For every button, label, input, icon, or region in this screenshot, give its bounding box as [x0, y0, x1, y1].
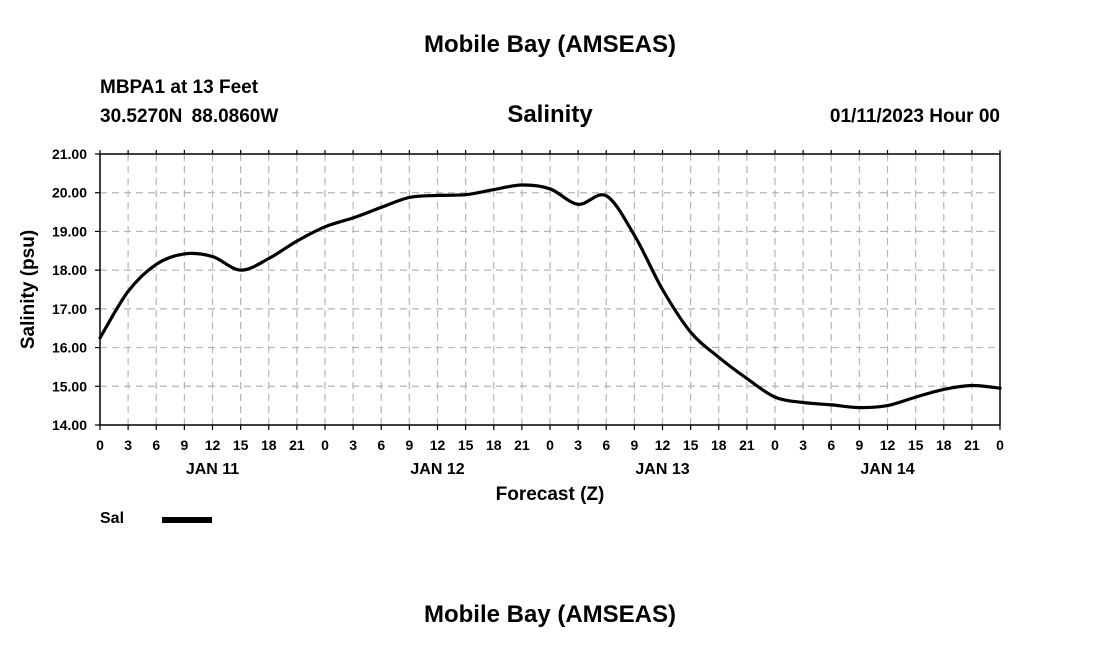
- x-tick-label: 21: [739, 437, 755, 453]
- y-tick-label: 15.00: [52, 378, 87, 394]
- series-line-sal: [98, 183, 1002, 410]
- x-tick-label: 18: [486, 437, 502, 453]
- legend-line-swatch: [162, 517, 212, 523]
- x-tick-label: 21: [514, 437, 530, 453]
- station-coordinates: 30.5270N 88.0860W: [100, 106, 279, 127]
- x-tick-label: 3: [124, 437, 132, 453]
- y-tick-label: 19.00: [52, 223, 87, 239]
- x-tick-label: 15: [908, 437, 924, 453]
- x-tick-label: 3: [799, 437, 807, 453]
- x-tick-label: 0: [96, 437, 104, 453]
- x-tick-label: 0: [771, 437, 779, 453]
- x-tick-label: 15: [683, 437, 699, 453]
- y-tick-label: 21.00: [52, 146, 87, 162]
- x-tick-label: 21: [964, 437, 980, 453]
- x-tick-label: 18: [261, 437, 277, 453]
- chart-title: Salinity: [507, 101, 593, 128]
- x-tick-label: 9: [630, 437, 638, 453]
- x-tick-label: 0: [321, 437, 329, 453]
- x-tick-label: 9: [405, 437, 413, 453]
- x-tick-label: 12: [655, 437, 671, 453]
- y-tick-label: 14.00: [52, 417, 87, 433]
- y-tick-label: 20.00: [52, 185, 87, 201]
- x-tick-label: 6: [152, 437, 160, 453]
- y-axis-title: Salinity (psu): [18, 230, 39, 349]
- x-tick-label: 18: [936, 437, 952, 453]
- x-tick-label: 12: [880, 437, 896, 453]
- x-tick-label: 21: [289, 437, 305, 453]
- x-tick-label: 6: [827, 437, 835, 453]
- y-tick-label: 18.00: [52, 262, 87, 278]
- x-day-label: JAN 13: [635, 461, 689, 478]
- x-tick-label: 18: [711, 437, 727, 453]
- y-tick-label: 17.00: [52, 301, 87, 317]
- x-day-label: JAN 14: [860, 461, 914, 478]
- x-tick-label: 6: [377, 437, 385, 453]
- salinity-chart: 14.00 15.00 16.00 17.00 18.00 19.00 20.00 21.00…: [18, 146, 1004, 505]
- x-tick-label: 0: [546, 437, 554, 453]
- x-tick-label: 9: [855, 437, 863, 453]
- main-title: Mobile Bay (AMSEAS): [423, 31, 677, 58]
- x-tick-label: 12: [205, 437, 221, 453]
- x-axis-title: Forecast (Z): [496, 484, 605, 505]
- x-day-label: JAN 11: [186, 461, 239, 478]
- station-label: MBPA1 at 13 Feet: [100, 77, 259, 98]
- gridlines: [100, 154, 1000, 425]
- axis-labels: 14.00 15.00 16.00 17.00 18.00 19.00 20.00 21.00…: [52, 146, 1004, 478]
- x-tick-label: 15: [233, 437, 249, 453]
- x-tick-label: 0: [996, 437, 1004, 453]
- x-tick-label: 9: [180, 437, 188, 453]
- x-tick-label: 3: [574, 437, 582, 453]
- x-day-label: JAN 12: [410, 461, 464, 478]
- axis-ticks: [95, 150, 1001, 430]
- forecast-run-time: 01/11/2023 Hour 00: [829, 106, 1000, 127]
- x-tick-label: 12: [430, 437, 446, 453]
- legend-label: Sal: [100, 510, 125, 527]
- x-tick-label: 15: [458, 437, 474, 453]
- footer-title: Mobile Bay (AMSEAS): [423, 601, 677, 628]
- x-tick-label: 6: [602, 437, 610, 453]
- x-tick-label: 3: [349, 437, 357, 453]
- y-tick-label: 16.00: [52, 340, 87, 356]
